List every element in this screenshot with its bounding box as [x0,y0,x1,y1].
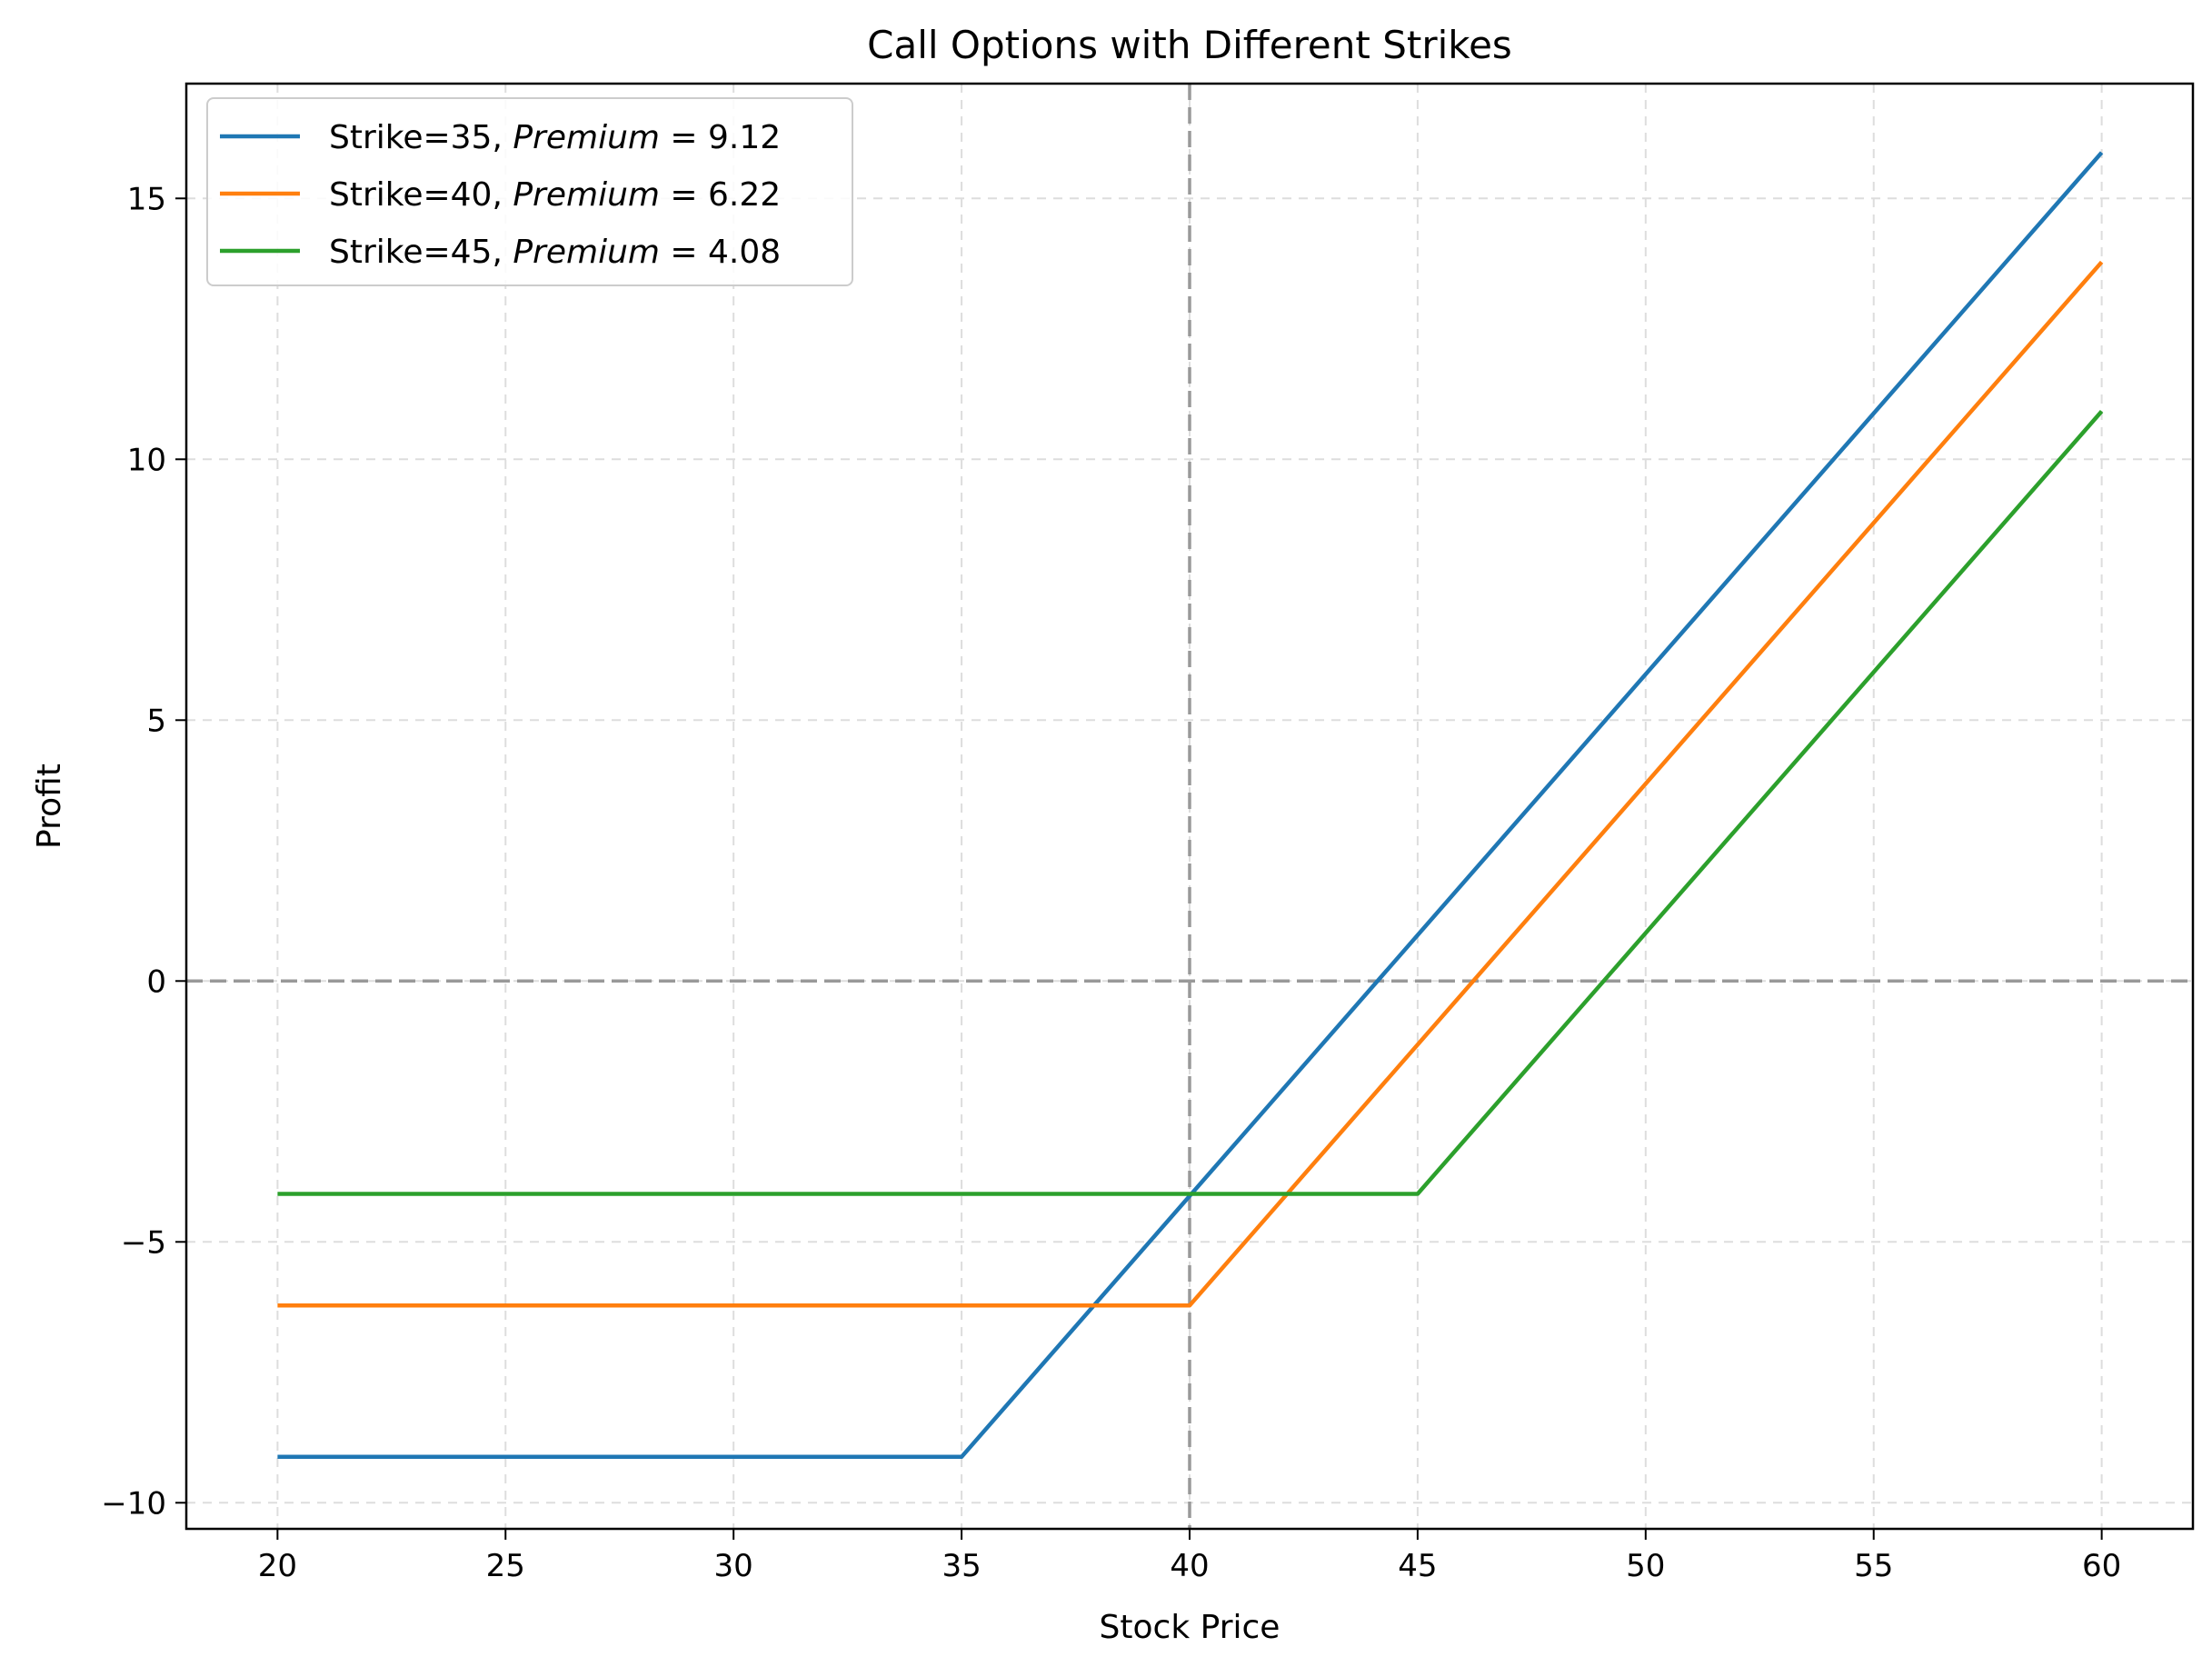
series-line-1 [277,151,2104,1460]
x-tick-label: 20 [258,1548,297,1584]
series-group [277,151,2104,1460]
y-tick-label: 15 [127,181,166,217]
x-tick-label: 55 [1854,1548,1893,1584]
y-tick-label: 5 [146,703,166,739]
legend-label-3: Strike=45, Premium = 4.08 [329,234,781,271]
x-tick-label: 45 [1398,1548,1437,1584]
y-tick-label: −5 [121,1224,166,1261]
x-tick-label: 40 [1170,1548,1209,1584]
x-tick-label: 60 [2082,1548,2121,1584]
y-tick-label: 0 [146,963,166,1000]
y-axis-label: Profit [31,764,68,849]
x-tick-label: 30 [714,1548,753,1584]
legend: Strike=35, Premium = 9.12 Strike=40, Prem… [206,97,853,286]
legend-box [206,97,853,286]
series-line-3 [277,410,2104,1196]
y-axis-ticks: −10 −5 0 5 10 15 [101,181,186,1522]
x-axis-ticks: 20 25 30 35 40 45 50 55 60 [258,1529,2121,1584]
legend-label-2: Strike=40, Premium = 6.22 [329,176,781,214]
x-tick-label: 25 [486,1548,525,1584]
chart-title: Call Options with Different Strikes [867,23,1512,67]
reference-lines [186,84,2193,1529]
y-tick-label: 10 [127,442,166,478]
legend-label-1: Strike=35, Premium = 9.12 [329,119,781,156]
x-axis-label: Stock Price [1100,1609,1280,1646]
y-tick-label: −10 [101,1485,166,1522]
series-line-2 [277,260,2104,1308]
x-tick-label: 35 [942,1548,981,1584]
x-tick-label: 50 [1626,1548,1665,1584]
